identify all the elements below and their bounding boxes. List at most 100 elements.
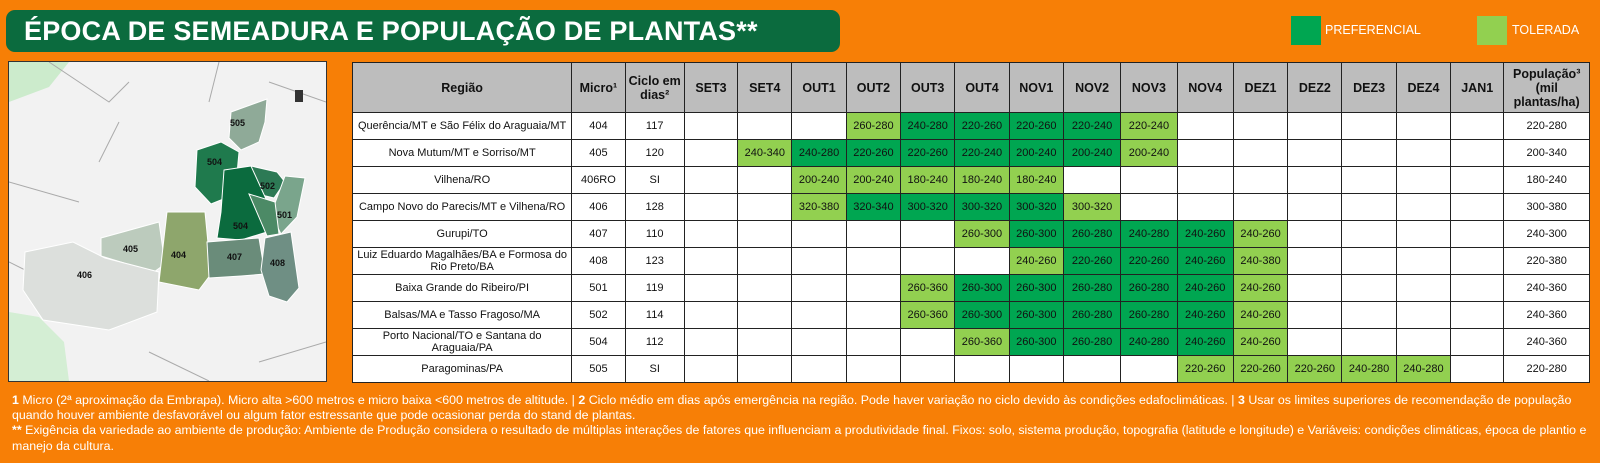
table-row: Querência/MT e São Félix do Araguaia/MT 4… bbox=[351, 112, 1590, 140]
cell-empty bbox=[1450, 328, 1505, 356]
cell-empty bbox=[737, 112, 793, 140]
cell-empty bbox=[1176, 193, 1234, 221]
cell-empty bbox=[1287, 112, 1343, 140]
cell-empty bbox=[954, 355, 1010, 383]
table-row: Campo Novo do Parecis/MT e Vilhena/RO 406… bbox=[351, 193, 1590, 221]
map-label-408: 408 bbox=[270, 258, 285, 268]
cell-regiao: Baixa Grande do Ribeiro/PI bbox=[351, 274, 573, 302]
cell-tolerada: 240-260 bbox=[1008, 247, 1064, 275]
cell-ciclo: 117 bbox=[624, 112, 685, 140]
cell-empty bbox=[1120, 166, 1178, 194]
map-label-504-north: 504 bbox=[207, 157, 222, 167]
cell-preferencial: 220-260 bbox=[900, 139, 956, 167]
header-period: SET3 bbox=[683, 62, 739, 113]
cell-preferencial: 260-300 bbox=[1008, 301, 1064, 329]
cell-preferencial: 260-300 bbox=[954, 274, 1010, 302]
cell-regiao: Porto Nacional/TO e Santana do Araguaia/… bbox=[351, 328, 573, 356]
footnote-text-1: Micro (2ª aproximação da Embrapa). Micro… bbox=[18, 393, 579, 407]
cell-tolerada: 260-300 bbox=[954, 220, 1010, 248]
cell-empty bbox=[845, 328, 902, 356]
cell-empty bbox=[737, 193, 793, 221]
header-ciclo: Ciclo em dias² bbox=[624, 62, 685, 113]
cell-empty bbox=[1395, 139, 1452, 167]
cell-empty bbox=[1341, 139, 1397, 167]
header-period: OUT4 bbox=[954, 62, 1010, 113]
cell-empty bbox=[1287, 301, 1343, 329]
cell-tolerada: 260-360 bbox=[900, 301, 956, 329]
cell-tolerada: 240-280 bbox=[1341, 355, 1397, 383]
map-label-404: 404 bbox=[171, 250, 186, 260]
cell-empty bbox=[1450, 247, 1505, 275]
cell-populacao: 220-380 bbox=[1503, 247, 1590, 275]
cell-ciclo: 128 bbox=[624, 193, 685, 221]
cell-ciclo: 120 bbox=[624, 139, 685, 167]
cell-regiao: Campo Novo do Parecis/MT e Vilhena/RO bbox=[351, 193, 573, 221]
header-row: Região Micro¹ Ciclo em dias² SET3 SET4 OU… bbox=[351, 62, 1590, 113]
cell-tolerada: 260-280 bbox=[845, 112, 902, 140]
cell-tolerada: 240-340 bbox=[737, 139, 793, 167]
cell-empty bbox=[737, 166, 793, 194]
cell-empty bbox=[845, 301, 902, 329]
cell-empty bbox=[1395, 112, 1452, 140]
cell-micro: 501 bbox=[571, 274, 626, 302]
cell-empty bbox=[900, 328, 956, 356]
cell-micro: 504 bbox=[571, 328, 626, 356]
cell-empty bbox=[1287, 247, 1343, 275]
cell-preferencial: 220-260 bbox=[954, 112, 1010, 140]
cell-tolerada: 240-260 bbox=[1232, 301, 1289, 329]
cell-empty bbox=[1120, 355, 1178, 383]
cell-empty bbox=[683, 166, 739, 194]
cell-preferencial: 240-260 bbox=[1176, 247, 1234, 275]
cell-empty bbox=[1176, 139, 1234, 167]
cell-preferencial: 220-260 bbox=[1062, 247, 1122, 275]
header-period: NOV1 bbox=[1008, 62, 1064, 113]
cell-empty bbox=[1232, 166, 1289, 194]
cell-tolerada: 240-380 bbox=[1232, 247, 1289, 275]
cell-empty bbox=[845, 220, 902, 248]
table-row: Gurupi/TO 407 110 260-300 260-300 260-280 240-… bbox=[351, 220, 1590, 248]
map-label-406: 406 bbox=[77, 270, 92, 280]
cell-ciclo: 110 bbox=[624, 220, 685, 248]
header-period: OUT3 bbox=[900, 62, 956, 113]
cell-tolerada: 200-240 bbox=[791, 166, 847, 194]
cell-preferencial: 240-260 bbox=[1176, 328, 1234, 356]
cell-micro: 408 bbox=[571, 247, 626, 275]
cell-preferencial: 220-260 bbox=[1120, 247, 1178, 275]
cell-tolerada: 220-260 bbox=[1232, 355, 1289, 383]
cell-empty bbox=[845, 247, 902, 275]
cell-populacao: 180-240 bbox=[1503, 166, 1590, 194]
header-period: DEZ3 bbox=[1341, 62, 1397, 113]
footnote-number-1: 1 bbox=[12, 393, 19, 407]
table-row: Nova Mutum/MT e Sorriso/MT 405 120 240-340 2… bbox=[351, 139, 1590, 167]
footnote-number-4: ** bbox=[12, 423, 22, 438]
header-period: NOV2 bbox=[1062, 62, 1122, 113]
cell-empty bbox=[1341, 112, 1397, 140]
cell-empty bbox=[1450, 301, 1505, 329]
cell-empty bbox=[1450, 355, 1505, 383]
cell-preferencial: 260-300 bbox=[1008, 274, 1064, 302]
cell-empty bbox=[1008, 355, 1064, 383]
cell-populacao: 240-360 bbox=[1503, 274, 1590, 302]
table-row: Luiz Eduardo Magalhães/BA e Formosa do R… bbox=[351, 247, 1590, 275]
cell-empty bbox=[791, 274, 847, 302]
map-label-502: 502 bbox=[260, 181, 275, 191]
header-regiao: Região bbox=[351, 62, 573, 113]
cell-empty bbox=[791, 301, 847, 329]
cell-empty bbox=[900, 220, 956, 248]
cell-empty bbox=[1232, 112, 1289, 140]
cell-empty bbox=[1395, 220, 1452, 248]
cell-tolerada: 240-260 bbox=[1232, 220, 1289, 248]
cell-regiao: Luiz Eduardo Magalhães/BA e Formosa do R… bbox=[351, 247, 573, 275]
cell-empty bbox=[791, 220, 847, 248]
cell-preferencial: 200-240 bbox=[1008, 139, 1064, 167]
cell-preferencial: 260-280 bbox=[1120, 301, 1178, 329]
cell-empty bbox=[1176, 166, 1234, 194]
cell-empty bbox=[683, 112, 739, 140]
map-label-501: 501 bbox=[277, 210, 292, 220]
legend-tolerada-swatch bbox=[1477, 16, 1507, 45]
cell-populacao: 220-280 bbox=[1503, 112, 1590, 140]
cell-preferencial: 240-280 bbox=[1120, 220, 1178, 248]
cell-preferencial: 220-260 bbox=[845, 139, 902, 167]
cell-empty bbox=[791, 355, 847, 383]
cell-populacao: 240-360 bbox=[1503, 301, 1590, 329]
